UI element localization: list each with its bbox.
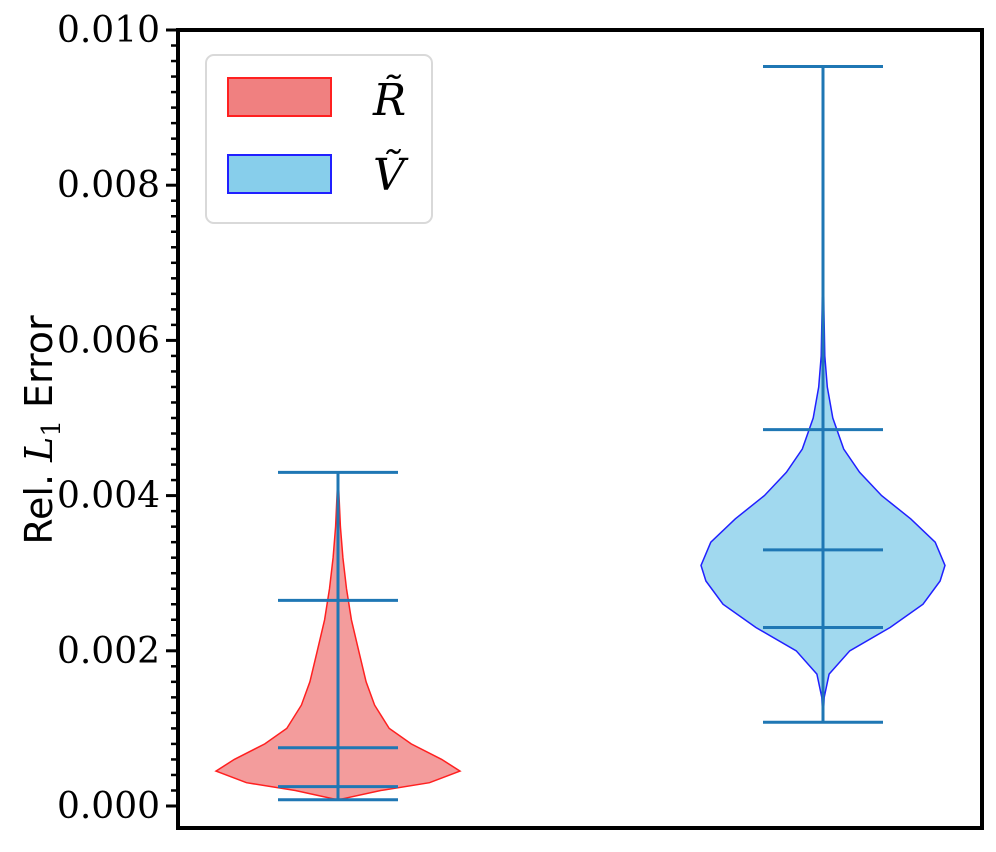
plot-frame: [176, 28, 984, 830]
y-tick-label: 0.008: [57, 165, 160, 206]
y-tick-label: 0.002: [57, 631, 160, 672]
legend-swatch-r: [227, 77, 332, 117]
violins: [214, 64, 946, 802]
legend-label-v: Ṽ: [373, 148, 409, 201]
y-tick-label: 0.004: [57, 476, 160, 517]
y-axis-label: Rel. L1 Error: [17, 315, 67, 545]
y-tick-label: 0.006: [57, 320, 160, 361]
y-tick-label: 0.010: [57, 10, 160, 51]
legend-label-r: R̃: [372, 73, 406, 126]
y-tick-label: 0.000: [57, 786, 160, 827]
legend-swatch-v: [227, 154, 332, 194]
legend: R̃ Ṽ: [205, 54, 433, 224]
y-axis-ticks: 0.000 0.002 0.004 0.006 0.008 0.010: [57, 10, 178, 827]
